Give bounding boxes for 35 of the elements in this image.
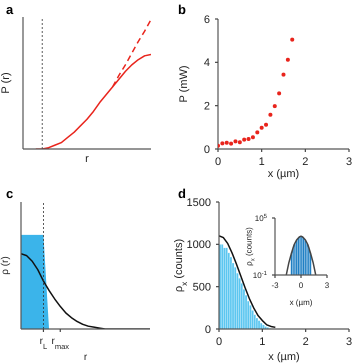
x-axis-title: x (µm) [290,298,313,307]
x-axis-title: x (µm) [268,351,300,363]
x-tick-label: 1 [259,336,266,348]
y-tick-label: 2 [204,100,210,113]
x-tick-label: 1 [258,156,265,168]
x-axis-title: x (µm) [268,168,300,180]
y-tick-label: 10$^{5}$ [254,212,268,223]
y-tick-label: 500 [192,282,211,294]
chart-title: b [178,2,186,17]
x-tick-label: r$_{max}$ [52,336,70,350]
x-tick-label: 2 [302,156,308,168]
y-tick-label: 4 [204,57,210,70]
x-tick-label: 3 [324,281,330,290]
y-axis-title: P (r) [0,72,12,94]
chart-title: d [178,186,186,201]
y-axis-title: ρ (r) [0,256,11,275]
x-tick-label: 2 [302,336,309,348]
chart-title: a [6,2,14,17]
y-tick-label: 6 [204,14,210,26]
y-tick-label: 0 [204,144,210,156]
y-axis-title: P (mW) [178,65,190,103]
x-tick-label: 0 [298,281,304,290]
x-axis-title: r [85,153,90,165]
chart-title: c [6,186,14,201]
x-tick-label: 0 [214,156,222,168]
x-tick-label: r$_{L}$ [40,336,48,350]
y-tick-label: 0 [204,324,211,336]
y-tick-label: 1500 [186,196,211,209]
x-tick-label: 3 [346,336,352,348]
x-axis-title: r [84,352,88,363]
x-tick-label: -3 [271,281,280,290]
x-tick-label: 0 [216,336,222,348]
y-tick-label: 10$^{-1}$ [252,270,268,280]
y-tick-label: 1000 [186,239,211,252]
x-tick-label: 3 [346,156,352,168]
